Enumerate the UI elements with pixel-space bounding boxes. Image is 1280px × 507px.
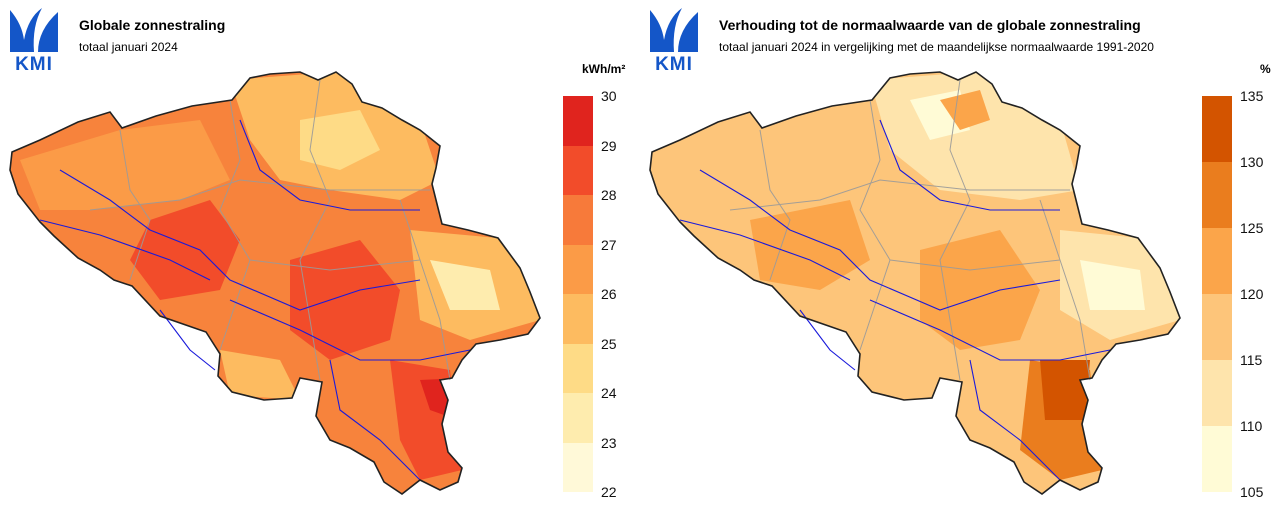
rivers xyxy=(679,119,1111,481)
kmi-logo-icon xyxy=(650,8,698,52)
region-central-dark xyxy=(290,240,400,360)
legend-tick-label: 28 xyxy=(601,187,617,203)
legend-swatch xyxy=(1202,228,1232,294)
legend-tick-label: 27 xyxy=(601,236,617,253)
legend-tick-label: 120 xyxy=(1240,286,1264,302)
region-hautes-fagnes xyxy=(430,260,500,310)
legend-tick-label: 105 xyxy=(1240,484,1264,500)
legend-swatch xyxy=(563,294,593,344)
kmi-logo: KMI xyxy=(648,6,700,75)
legend-swatch xyxy=(563,96,593,146)
legend-swatch xyxy=(1202,360,1232,426)
legend-tick-label: 125 xyxy=(1240,220,1264,236)
legend-swatch xyxy=(563,195,593,245)
legend-swatch xyxy=(1202,294,1232,360)
legend-tick-label: 25 xyxy=(601,335,617,352)
legend-tick-label: 30 xyxy=(601,88,617,104)
ratio-legend: 135 130 125 120 115 110 105 xyxy=(1202,88,1263,500)
belgium-border xyxy=(649,71,1181,495)
legend-tick-label: 29 xyxy=(601,137,617,154)
legend-unit: % xyxy=(1260,62,1271,76)
kmi-logo-text: KMI xyxy=(655,54,693,75)
legend-swatch xyxy=(563,442,593,492)
province-borders xyxy=(89,79,451,381)
legend-tick-label: 135 xyxy=(1240,88,1264,104)
province-borders xyxy=(729,79,1091,381)
region-south-light xyxy=(220,350,300,400)
legend-tick-label: 110 xyxy=(1240,418,1263,434)
region-east-lightest xyxy=(1080,260,1145,310)
legend-swatch xyxy=(563,393,593,443)
kmi-logo-icon xyxy=(10,8,58,52)
legend-tick-label: 24 xyxy=(601,385,617,401)
legend-swatch xyxy=(1202,426,1232,492)
map-title: Globale zonnestraling xyxy=(79,17,226,33)
belgium-ratio-map xyxy=(649,71,1181,495)
map-title: Verhouding tot de normaalwaarde van de g… xyxy=(719,17,1141,33)
legend-tick-label: 130 xyxy=(1240,154,1264,170)
belgium-border xyxy=(9,71,541,495)
map-subtitle: totaal januari 2024 in vergelijking met … xyxy=(719,40,1154,54)
region-gaume-max xyxy=(1040,360,1090,420)
region-hainaut-dark xyxy=(130,200,240,300)
region-kempen-lightest xyxy=(300,110,380,170)
legend-swatch xyxy=(1202,96,1232,162)
radiation-legend: 30 29 28 27 26 25 24 23 22 xyxy=(563,88,617,500)
legend-tick-label: 115 xyxy=(1240,352,1263,368)
panel-global-radiation: KMI Globale zonnestraling totaal januari… xyxy=(8,6,626,500)
map-subtitle: totaal januari 2024 xyxy=(79,40,178,54)
legend-swatch xyxy=(1202,162,1232,228)
region-north-orange xyxy=(940,90,990,130)
legend-tick-label: 22 xyxy=(601,484,617,500)
kmi-logo: KMI xyxy=(8,6,60,75)
legend-swatch xyxy=(563,145,593,195)
legend-unit: kWh/m² xyxy=(582,62,626,76)
legend-swatch xyxy=(563,244,593,294)
rivers xyxy=(39,119,471,481)
belgium-radiation-map xyxy=(9,71,541,495)
kmi-logo-text: KMI xyxy=(15,54,53,75)
panel-ratio-normal: KMI Verhouding tot de normaalwaarde van … xyxy=(640,0,1280,507)
legend-tick-label: 23 xyxy=(601,434,617,451)
legend-tick-label: 26 xyxy=(601,286,617,302)
region-west-coast xyxy=(20,120,230,210)
legend-swatch xyxy=(563,343,593,393)
